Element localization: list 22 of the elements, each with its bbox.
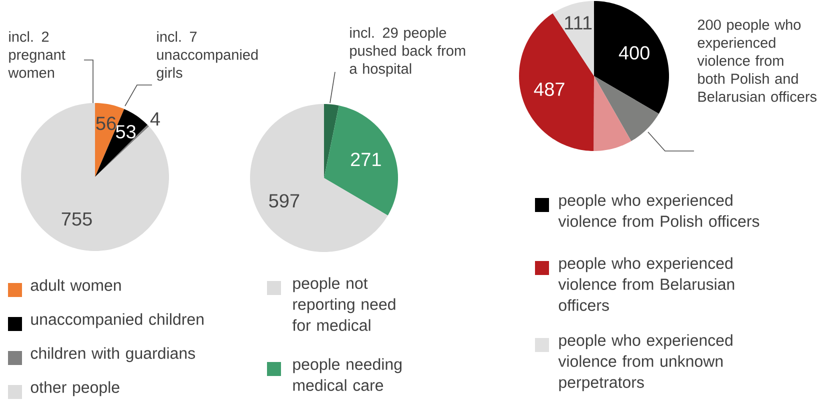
data-label: 53 <box>116 124 136 138</box>
text: incl. 2 pregnant women <box>8 31 66 78</box>
legend-label: children with guardians <box>30 347 195 362</box>
data-label: 56 <box>96 116 116 130</box>
legend-label: people not reporting need for medical <box>292 277 396 331</box>
legend-label: unaccompanied children <box>31 313 204 328</box>
text: incl. 29 people pushed back from a hospital <box>350 27 466 77</box>
text: 200 people who experienced violence from both Polish and Belarusian officers <box>697 19 816 102</box>
data-label: 755 <box>62 212 92 226</box>
data-label: 271 <box>351 152 381 166</box>
data-label: 400 <box>618 46 650 60</box>
data-label: 4 <box>150 112 160 126</box>
legend-label: people who experienced violence from Belarusian officers <box>558 257 734 311</box>
legend-label: adult women <box>30 279 121 291</box>
legend-label: people who experienced violence from Polish officers <box>558 194 760 227</box>
legend-label: people needing medical care <box>293 358 402 391</box>
data-label: 111 <box>565 16 592 30</box>
data-label: 487 <box>534 82 564 96</box>
text: incl. 7 unaccompanied girls <box>156 31 258 81</box>
data-label: 597 <box>269 194 300 208</box>
legend-label: people who experienced violence from unknown perpetrators <box>558 334 732 392</box>
legend-label: other people <box>30 381 120 396</box>
